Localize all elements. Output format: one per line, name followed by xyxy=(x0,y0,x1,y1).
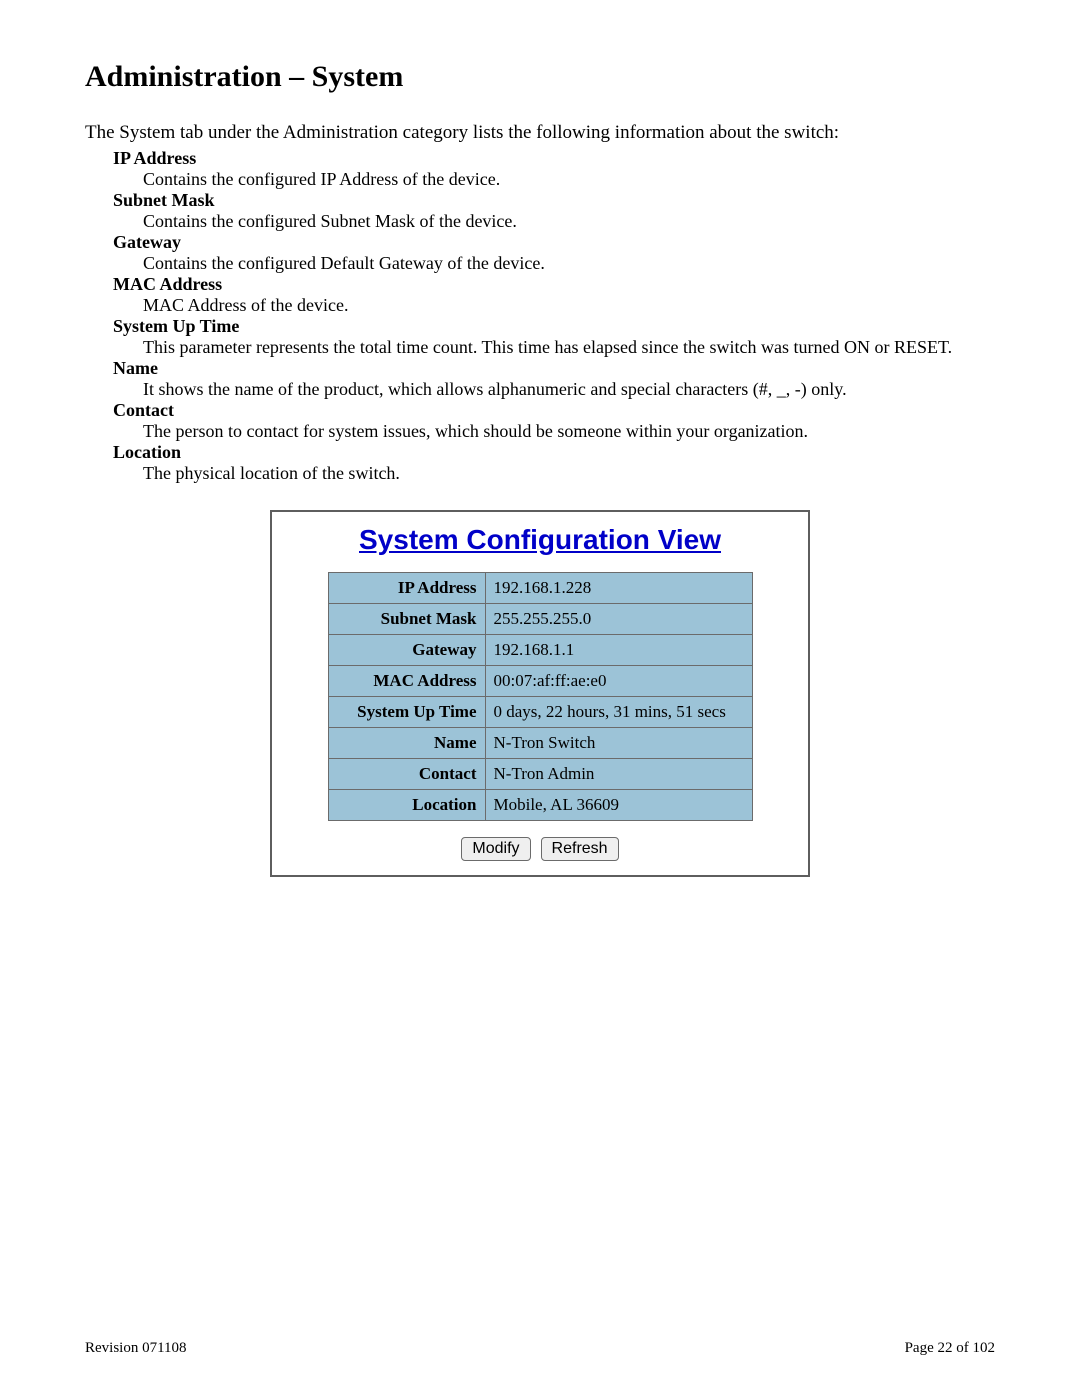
config-title: System Configuration View xyxy=(282,524,798,556)
cfg-label: System Up Time xyxy=(328,697,485,728)
def-term: Gateway xyxy=(113,232,995,253)
config-table: IP Address 192.168.1.228 Subnet Mask 255… xyxy=(328,572,753,821)
table-row: Gateway 192.168.1.1 xyxy=(328,635,752,666)
def-desc: MAC Address of the device. xyxy=(143,295,995,316)
table-row: Subnet Mask 255.255.255.0 xyxy=(328,604,752,635)
def-desc: This parameter represents the total time… xyxy=(143,337,995,358)
cfg-label: Name xyxy=(328,728,485,759)
modify-button[interactable]: Modify xyxy=(461,837,530,861)
footer-page: Page 22 of 102 xyxy=(905,1340,995,1357)
page-title: Administration – System xyxy=(85,60,995,94)
cfg-label: IP Address xyxy=(328,573,485,604)
def-desc: The physical location of the switch. xyxy=(143,463,995,484)
cfg-label: Location xyxy=(328,790,485,821)
table-row: Contact N-Tron Admin xyxy=(328,759,752,790)
def-desc: Contains the configured Subnet Mask of t… xyxy=(143,211,995,232)
cfg-value: 00:07:af:ff:ae:e0 xyxy=(485,666,752,697)
cfg-value: 255.255.255.0 xyxy=(485,604,752,635)
cfg-value: N-Tron Switch xyxy=(485,728,752,759)
cfg-label: MAC Address xyxy=(328,666,485,697)
cfg-value: Mobile, AL 36609 xyxy=(485,790,752,821)
cfg-label: Subnet Mask xyxy=(328,604,485,635)
cfg-label: Gateway xyxy=(328,635,485,666)
def-term: Location xyxy=(113,442,995,463)
def-desc: Contains the configured Default Gateway … xyxy=(143,253,995,274)
config-panel: System Configuration View IP Address 192… xyxy=(270,510,810,877)
table-row: System Up Time 0 days, 22 hours, 31 mins… xyxy=(328,697,752,728)
def-term: Contact xyxy=(113,400,995,421)
definition-list: IP Address Contains the configured IP Ad… xyxy=(113,148,995,484)
config-view-wrapper: System Configuration View IP Address 192… xyxy=(85,510,995,877)
page-footer: Revision 071108 Page 22 of 102 xyxy=(85,1340,995,1357)
cfg-value: N-Tron Admin xyxy=(485,759,752,790)
intro-paragraph: The System tab under the Administration … xyxy=(85,122,995,144)
table-row: Name N-Tron Switch xyxy=(328,728,752,759)
button-row: Modify Refresh xyxy=(282,837,798,861)
def-term: Subnet Mask xyxy=(113,190,995,211)
cfg-value: 192.168.1.1 xyxy=(485,635,752,666)
footer-revision: Revision 071108 xyxy=(85,1340,187,1357)
def-term: IP Address xyxy=(113,148,995,169)
def-term: Name xyxy=(113,358,995,379)
table-row: Location Mobile, AL 36609 xyxy=(328,790,752,821)
cfg-value: 192.168.1.228 xyxy=(485,573,752,604)
def-desc: It shows the name of the product, which … xyxy=(143,379,995,400)
def-desc: Contains the configured IP Address of th… xyxy=(143,169,995,190)
def-term: MAC Address xyxy=(113,274,995,295)
table-row: IP Address 192.168.1.228 xyxy=(328,573,752,604)
def-desc: The person to contact for system issues,… xyxy=(143,421,995,442)
cfg-label: Contact xyxy=(328,759,485,790)
table-row: MAC Address 00:07:af:ff:ae:e0 xyxy=(328,666,752,697)
document-page: Administration – System The System tab u… xyxy=(0,0,1080,1397)
refresh-button[interactable]: Refresh xyxy=(541,837,619,861)
cfg-value: 0 days, 22 hours, 31 mins, 51 secs xyxy=(485,697,752,728)
def-term: System Up Time xyxy=(113,316,995,337)
